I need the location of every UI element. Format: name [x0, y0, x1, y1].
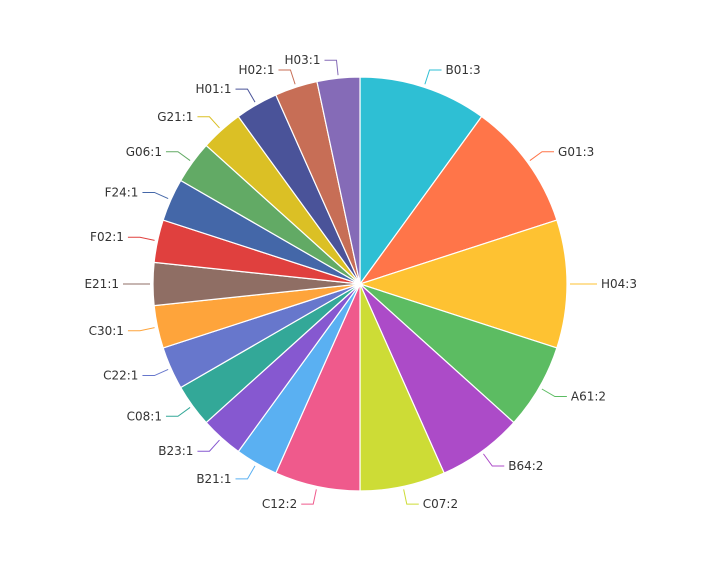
slice-label-h03: H03:1: [284, 53, 320, 67]
slice-label-f24: F24:1: [105, 185, 139, 199]
leader-line-b01: [424, 69, 442, 85]
slice-label-h04: H04:3: [601, 277, 637, 291]
leader-line-b64: [483, 453, 505, 467]
leader-line-h02: [278, 69, 296, 85]
leader-line-g06: [165, 151, 191, 161]
slice-label-g06: G06:1: [126, 145, 162, 159]
slice-label-c12: C12:2: [262, 497, 297, 511]
leader-line-b23: [197, 439, 220, 452]
leader-line-h03: [324, 59, 339, 76]
leader-line-g01: [529, 151, 555, 161]
pie-slice-h04[interactable]: [359, 219, 568, 349]
slice-label-g21: G21:1: [157, 110, 193, 124]
slice-label-c08: C08:1: [127, 409, 162, 423]
leader-line-a61: [541, 388, 567, 397]
leader-lines: [123, 59, 597, 505]
slice-label-b21: B21:1: [196, 472, 231, 486]
slice-label-h01: H01:1: [196, 82, 232, 96]
slice-label-c07: C07:2: [423, 497, 458, 511]
slice-label-e21: E21:1: [84, 277, 119, 291]
pie-slices: [152, 76, 568, 492]
slice-label-c22: C22:1: [103, 369, 138, 383]
slice-label-b01: B01:3: [446, 63, 481, 77]
slice-label-b23: B23:1: [158, 444, 193, 458]
leader-line-g21: [197, 116, 220, 129]
leader-line-c08: [165, 407, 191, 417]
slice-label-g01: G01:3: [558, 145, 594, 159]
leader-line-c12: [301, 489, 317, 505]
slice-label-c30: C30:1: [89, 324, 124, 338]
leader-line-f24: [142, 191, 169, 200]
leader-line-c22: [142, 368, 169, 377]
pie-slice-h03[interactable]: [316, 76, 361, 285]
leader-line-b21: [235, 465, 256, 480]
leader-line-f02: [127, 236, 155, 241]
slice-label-h02: H02:1: [238, 63, 274, 77]
leader-line-h01: [235, 88, 256, 103]
slice-labels: B01:3 G01:3 H04:3 A61:2 B64:2 C07:2 C12:2 B21:1…: [84, 53, 637, 511]
pie-slice-b01[interactable]: [359, 76, 483, 285]
leader-line-c07: [403, 489, 419, 505]
slice-label-a61: A61:2: [571, 390, 606, 404]
slice-label-f02: F02:1: [90, 230, 124, 244]
slice-label-b64: B64:2: [508, 459, 543, 473]
leader-line-c30: [127, 327, 155, 332]
pie-slice-g01[interactable]: [359, 115, 558, 285]
